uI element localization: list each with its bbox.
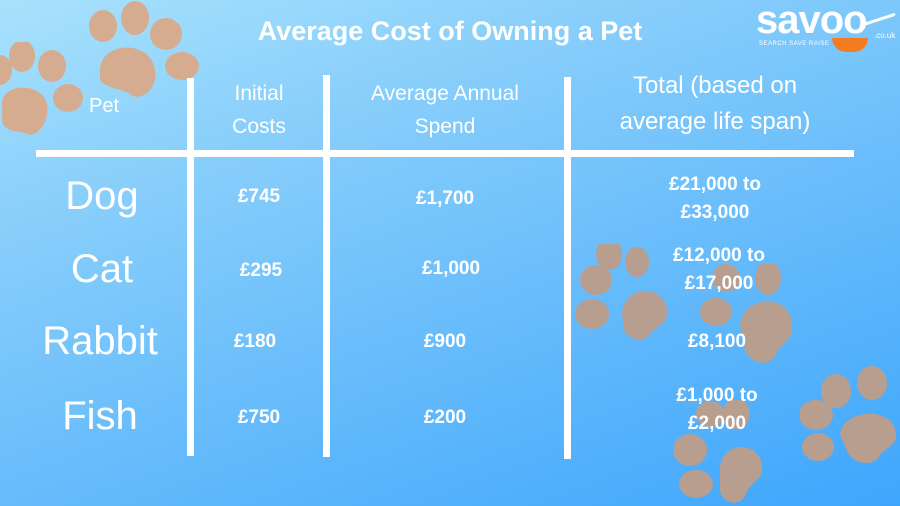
- column-divider: [187, 78, 194, 456]
- annual-spend: £1,700: [415, 188, 475, 209]
- header-annual-spend: Average Annual Spend: [340, 77, 550, 143]
- pet-name: Dog: [65, 174, 139, 218]
- total-line: £1,000 to: [676, 385, 758, 406]
- paw-print-icon: [0, 42, 92, 142]
- total-cost: £21,000 to £33,000: [580, 171, 850, 227]
- logo-swoosh: [862, 12, 896, 27]
- logo-domain: .co.uk: [874, 31, 896, 40]
- logo-smile-icon: [832, 38, 868, 52]
- total-line: £2,000: [687, 413, 747, 434]
- header-initial-costs: Initial Costs: [200, 77, 318, 143]
- header-line: Initial: [234, 82, 284, 105]
- total-cost: £1,000 to £2,000: [582, 382, 852, 438]
- pet-name: Rabbit: [42, 319, 158, 363]
- header-total: Total (based on average life span): [580, 68, 850, 140]
- header-pet: Pet: [88, 95, 120, 117]
- header-line: Spend: [414, 115, 476, 138]
- total-line: £33,000: [680, 202, 750, 223]
- initial-cost: £180: [233, 331, 277, 352]
- paw-print-icon: [670, 400, 770, 506]
- initial-cost: £750: [237, 407, 281, 428]
- annual-spend: £1,000: [421, 258, 481, 279]
- header-divider: [36, 150, 854, 157]
- logo-wordmark: savoo: [756, 0, 868, 42]
- column-divider: [323, 75, 330, 457]
- savoo-logo: savoo .co.uk SEARCH SAVE RAISE: [752, 0, 897, 56]
- total-line: £8,100: [687, 331, 747, 352]
- paw-print-icon: [88, 0, 200, 100]
- initial-cost: £295: [239, 260, 283, 281]
- annual-spend: £200: [423, 407, 467, 428]
- header-line: average life span): [619, 108, 811, 135]
- total-cost: £12,000 to £17,000: [584, 242, 854, 298]
- header-line: Average Annual: [371, 82, 519, 105]
- pet-name: Fish: [62, 394, 138, 438]
- pet-name: Cat: [70, 247, 134, 291]
- paw-print-icon: [700, 264, 800, 364]
- annual-spend: £900: [423, 331, 467, 352]
- header-line: Total (based on: [632, 72, 798, 99]
- header-line: Costs: [232, 115, 286, 138]
- total-cost: £8,100: [582, 328, 852, 356]
- total-line: £21,000 to: [669, 174, 761, 195]
- paw-print-icon: [800, 365, 900, 465]
- paw-print-icon: [574, 244, 684, 344]
- logo-tagline: SEARCH SAVE RAISE: [759, 41, 830, 47]
- page-title: Average Cost of Owning a Pet: [257, 16, 643, 46]
- total-line: £17,000: [684, 273, 754, 294]
- initial-cost: £745: [237, 186, 281, 207]
- column-divider: [564, 77, 571, 459]
- total-line: £12,000 to: [673, 245, 765, 266]
